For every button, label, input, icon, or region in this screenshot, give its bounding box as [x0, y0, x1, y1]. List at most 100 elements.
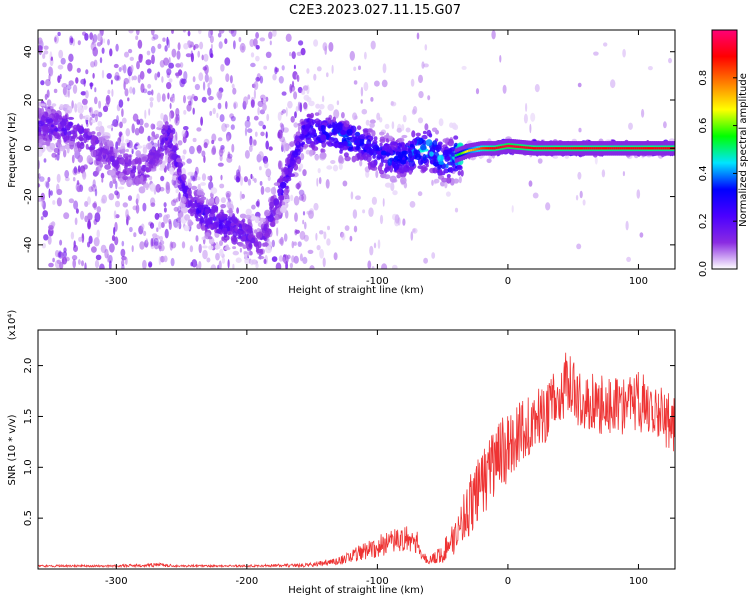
- spectrogram-cell: [210, 30, 214, 36]
- spectrogram-cell: [123, 77, 129, 85]
- spectrogram-cell: [124, 157, 129, 162]
- spectrogram-cell: [220, 64, 225, 72]
- spectrogram-cell: [82, 98, 88, 106]
- spectrogram-cell: [142, 259, 147, 269]
- spectrogram-cell: [382, 198, 385, 207]
- spectrogram-cell: [324, 45, 328, 55]
- spectrogram-cell: [306, 113, 312, 118]
- spectrogram-cell: [225, 244, 229, 250]
- spectrogram-cell: [470, 149, 473, 152]
- spectrogram-cell: [277, 160, 282, 170]
- spectrogram-cell: [373, 242, 377, 249]
- spectrogram-cell: [628, 122, 633, 130]
- spectrogram-cell: [278, 195, 285, 201]
- spectrogram-cell: [636, 189, 641, 199]
- spectrogram-cell: [187, 40, 192, 46]
- spectrogram-cell: [97, 120, 103, 127]
- spectrogram-cell: [398, 137, 405, 143]
- spectrogram-cell: [632, 147, 636, 150]
- spectrogram-cell: [171, 153, 177, 160]
- spectrogram-cell: [138, 157, 142, 165]
- spectrogram-cell: [199, 41, 204, 50]
- spectrogram-cell: [225, 190, 232, 198]
- spectrogram-cell: [382, 63, 387, 74]
- spectrogram-cell: [338, 163, 343, 170]
- spectrogram-cell: [76, 102, 83, 109]
- spectrogram-cell: [663, 121, 667, 129]
- spectrogram-cell: [129, 179, 133, 184]
- spectrogram-cell: [43, 50, 49, 55]
- spectrogram-cell: [597, 147, 601, 150]
- spectrogram-cell: [46, 89, 50, 98]
- spectrogram-cell: [400, 176, 407, 185]
- spectrogram-cell: [120, 134, 125, 143]
- spectrogram-cell: [331, 64, 334, 74]
- spectrogram-cell: [326, 165, 333, 170]
- spectrogram-cell: [153, 237, 159, 246]
- spectrogram-cell: [100, 198, 106, 204]
- spectrogram-cell: [397, 123, 402, 132]
- spectrogram-cell: [161, 93, 166, 102]
- spectrogram-cell: [207, 82, 210, 88]
- spectrogram-cell: [266, 113, 270, 122]
- spectrogram-cell: [130, 145, 135, 151]
- spectrogram-cell: [243, 176, 248, 183]
- spectrogram-cell: [124, 88, 129, 97]
- spectrogram-cell: [197, 204, 204, 211]
- spectrogram-cell: [226, 192, 230, 200]
- spectrogram-cell: [228, 30, 235, 34]
- spectrogram-cell: [211, 133, 217, 142]
- spectrogram-cell: [218, 148, 224, 157]
- spectrogram-cell: [163, 202, 167, 208]
- spectrogram-cell: [56, 135, 61, 140]
- spectrogram-cell: [43, 123, 49, 127]
- spectrogram-cell: [138, 186, 146, 194]
- spectrogram-cell: [401, 124, 405, 131]
- spectrogram-cell: [652, 147, 655, 150]
- spectrogram-cell: [147, 68, 152, 74]
- spectrogram-cell: [173, 179, 179, 189]
- spectrogram-cell: [576, 147, 579, 150]
- spectrogram-cell: [219, 248, 224, 257]
- spectrogram-cell: [232, 250, 239, 256]
- spectrogram-cell: [150, 30, 155, 36]
- spectrogram-cell: [302, 211, 306, 216]
- spectrogram-cell: [169, 132, 173, 139]
- spectrogram-cell: [576, 243, 582, 250]
- spectrogram-cell: [224, 230, 228, 235]
- spectrogram-cell: [187, 219, 193, 228]
- spectrogram-cell: [534, 84, 540, 93]
- spectrogram-cell: [250, 173, 253, 180]
- spectrogram-cell: [94, 113, 98, 123]
- spectrogram-cell: [255, 76, 260, 82]
- spectrogram-cell: [422, 153, 427, 162]
- spectrogram-cell: [61, 127, 66, 132]
- spectrogram-cell: [58, 250, 62, 258]
- spectrogram-cell: [326, 238, 331, 246]
- spectrogram-cell: [296, 74, 300, 82]
- spectrogram-cell: [181, 206, 188, 214]
- spectrogram-cell: [294, 229, 298, 236]
- spectrogram-cell: [263, 65, 268, 70]
- spectrogram-cell: [103, 145, 110, 149]
- spectrogram-cell: [212, 145, 216, 155]
- spectrogram-cell: [517, 145, 520, 148]
- spectrogram-cell: [247, 94, 251, 100]
- spectrogram-cell: [107, 143, 114, 147]
- spectrogram-cell: [89, 32, 94, 40]
- spectrogram-cell: [639, 232, 644, 238]
- spectrogram-cell: [268, 31, 273, 40]
- spectrogram-cell: [349, 235, 353, 242]
- spectrogram-cell: [152, 34, 159, 40]
- spectrogram-cell: [458, 176, 462, 184]
- spectrogram-cell: [392, 190, 398, 196]
- spectrogram-cell: [458, 152, 462, 156]
- spectrogram-cell: [92, 202, 97, 208]
- spectrogram-cell: [64, 109, 70, 114]
- spectrogram-cell: [78, 236, 83, 242]
- spectrogram-cell: [115, 43, 119, 52]
- spectrogram-cell: [381, 145, 389, 152]
- spectrogram-cell: [58, 251, 64, 257]
- spectrogram-cell: [303, 144, 309, 148]
